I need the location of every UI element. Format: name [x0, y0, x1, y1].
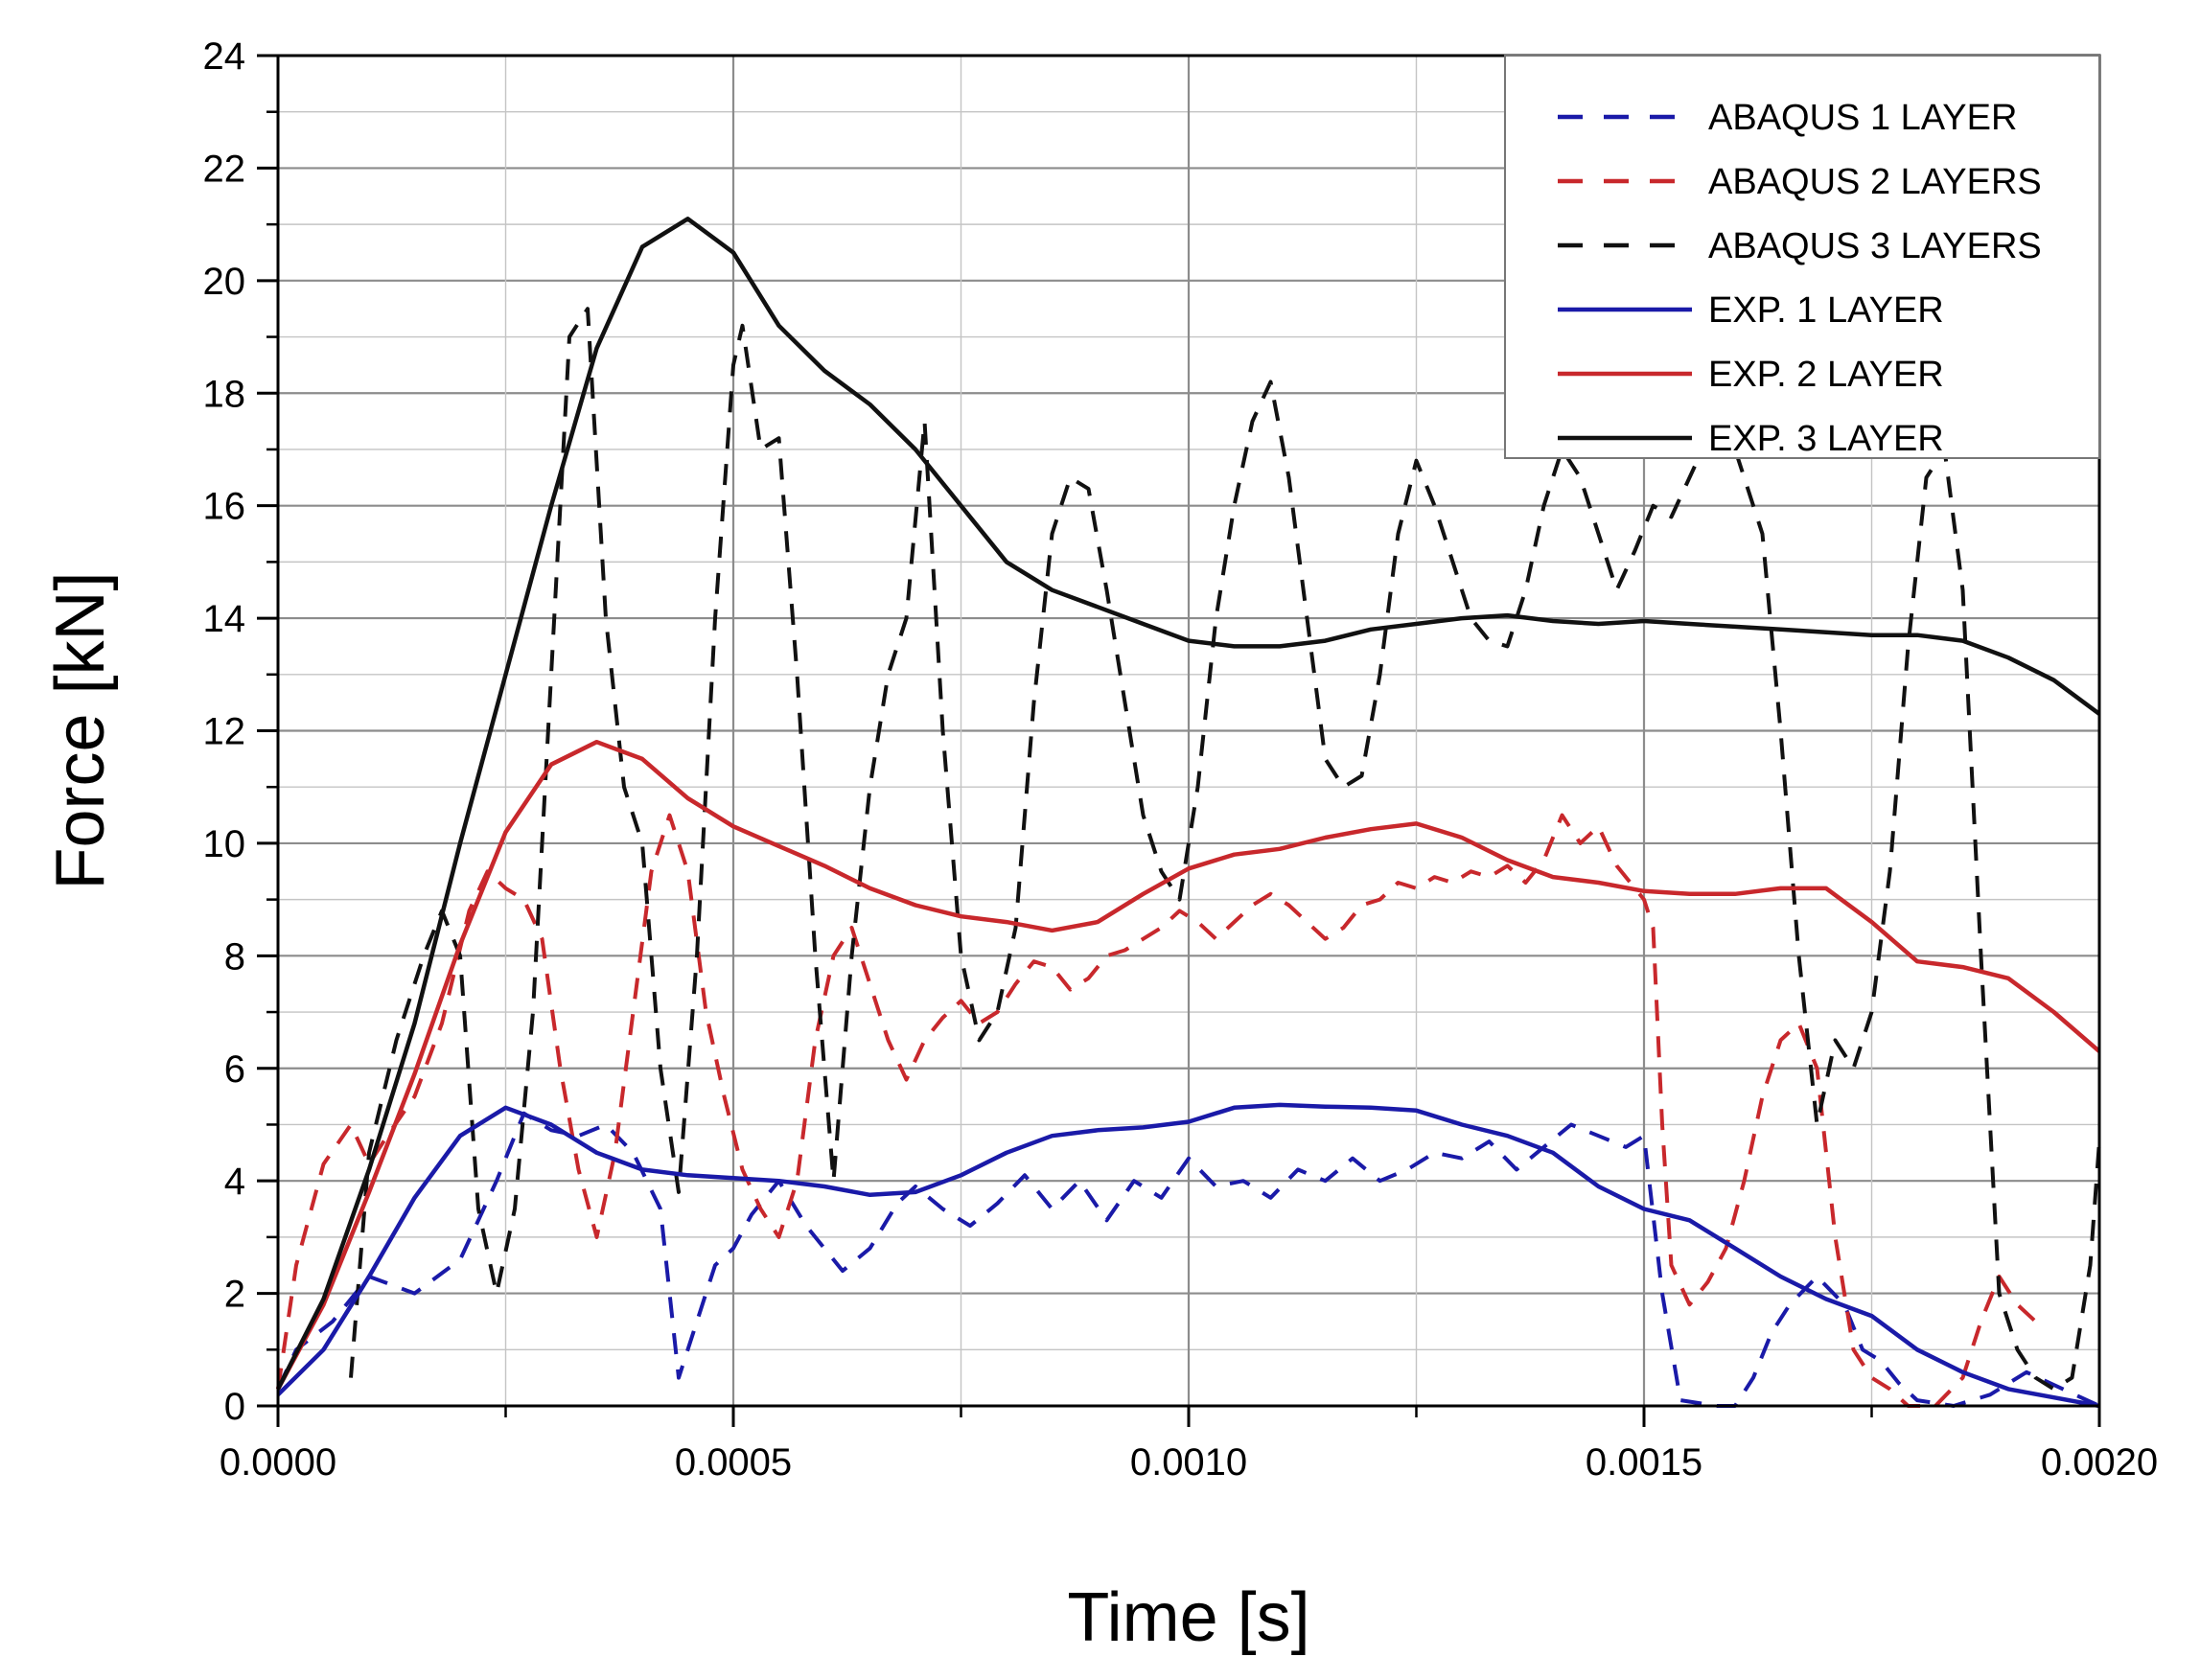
legend-label: EXP. 1 LAYER: [1708, 290, 1944, 331]
x-tick-label: 0.0015: [1586, 1441, 1702, 1484]
series-line-abaqus-3-layers: [349, 307, 2101, 1392]
y-tick-label: 12: [203, 711, 246, 753]
y-tick-label: 10: [203, 823, 246, 865]
legend-label: ABAQUS 2 LAYERS: [1708, 162, 2042, 202]
y-tick-label: 24: [203, 35, 246, 78]
legend-box: [1504, 55, 2100, 459]
legend-label: EXP. 2 LAYER: [1708, 355, 1944, 395]
y-tick-label: 14: [203, 598, 246, 640]
legend-label: ABAQUS 1 LAYER: [1708, 98, 2017, 138]
x-tick-label: 0.0020: [2041, 1441, 2158, 1484]
y-tick-label: 2: [224, 1274, 245, 1316]
series-line-abaqus-2-layers: [276, 813, 2037, 1408]
y-tick-label: 4: [224, 1161, 245, 1203]
x-tick-label: 0.0010: [1130, 1441, 1247, 1484]
series-line-abaqus-1-layer: [276, 1111, 2100, 1408]
y-tick-label: 18: [203, 373, 246, 415]
series-group: [275, 217, 2101, 1409]
y-axis-title: Force [kN]: [42, 571, 119, 889]
series-line-exp-2-layer: [276, 739, 2101, 1391]
y-tick-label: 6: [224, 1048, 245, 1091]
y-tick-label: 22: [203, 148, 246, 190]
x-axis-title: Time [s]: [1067, 1579, 1309, 1656]
y-tick-label: 16: [203, 486, 246, 528]
legend-label: EXP. 3 LAYER: [1708, 419, 1944, 459]
y-tick-label: 8: [224, 935, 245, 978]
legend-label: ABAQUS 3 LAYERS: [1708, 226, 2042, 266]
series-line-exp-1-layer: [276, 1102, 2100, 1409]
x-tick-label: 0.0005: [675, 1441, 792, 1484]
y-tick-label: 20: [203, 261, 246, 303]
legend: ABAQUS 1 LAYER ABAQUS 2 LAYERS ABAQUS 3 LA…: [1504, 55, 2100, 459]
x-tick-label: 0.0000: [220, 1441, 336, 1484]
y-tick-label: 0: [224, 1386, 245, 1428]
series-line-exp-3-layer: [275, 217, 2101, 1391]
